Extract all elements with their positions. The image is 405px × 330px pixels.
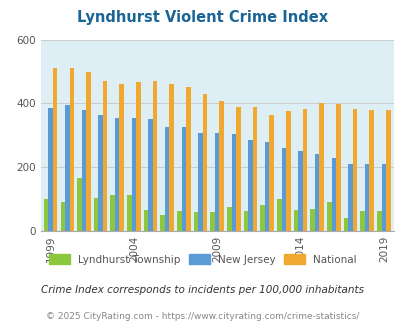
Bar: [302, 109, 307, 231]
Legend: Lyndhurst Township, New Jersey, National: Lyndhurst Township, New Jersey, National: [49, 254, 356, 265]
Bar: [53, 68, 57, 231]
Bar: [115, 118, 119, 231]
Bar: [143, 210, 148, 231]
Bar: [169, 83, 174, 231]
Bar: [77, 178, 81, 231]
Bar: [210, 212, 214, 231]
Bar: [260, 206, 264, 231]
Bar: [193, 212, 198, 231]
Bar: [298, 151, 302, 231]
Bar: [231, 134, 236, 231]
Bar: [160, 215, 164, 231]
Bar: [286, 111, 290, 231]
Text: © 2025 CityRating.com - https://www.cityrating.com/crime-statistics/: © 2025 CityRating.com - https://www.city…: [46, 312, 359, 321]
Bar: [69, 68, 74, 231]
Bar: [131, 118, 136, 231]
Bar: [181, 127, 185, 231]
Bar: [102, 81, 107, 231]
Bar: [110, 195, 115, 231]
Bar: [252, 107, 257, 231]
Bar: [185, 87, 190, 231]
Bar: [148, 119, 152, 231]
Bar: [86, 73, 90, 231]
Text: Lyndhurst Violent Crime Index: Lyndhurst Violent Crime Index: [77, 10, 328, 25]
Bar: [152, 81, 157, 231]
Bar: [347, 164, 352, 231]
Bar: [94, 197, 98, 231]
Bar: [369, 110, 373, 231]
Bar: [331, 158, 335, 231]
Bar: [48, 108, 53, 231]
Bar: [248, 140, 252, 231]
Bar: [236, 107, 240, 231]
Bar: [326, 202, 331, 231]
Bar: [281, 148, 286, 231]
Bar: [264, 142, 269, 231]
Bar: [60, 202, 65, 231]
Bar: [127, 195, 131, 231]
Bar: [119, 84, 124, 231]
Bar: [319, 103, 323, 231]
Bar: [81, 111, 86, 231]
Bar: [343, 217, 347, 231]
Bar: [385, 111, 390, 231]
Bar: [214, 133, 219, 231]
Bar: [243, 211, 248, 231]
Bar: [269, 115, 273, 231]
Bar: [164, 127, 169, 231]
Bar: [352, 109, 356, 231]
Bar: [226, 207, 231, 231]
Bar: [177, 211, 181, 231]
Bar: [381, 164, 385, 231]
Bar: [310, 209, 314, 231]
Bar: [65, 105, 69, 231]
Bar: [202, 94, 207, 231]
Bar: [314, 154, 319, 231]
Bar: [219, 102, 224, 231]
Bar: [277, 199, 281, 231]
Bar: [364, 164, 369, 231]
Bar: [293, 210, 298, 231]
Bar: [44, 199, 48, 231]
Text: Crime Index corresponds to incidents per 100,000 inhabitants: Crime Index corresponds to incidents per…: [41, 285, 364, 295]
Bar: [98, 115, 102, 231]
Bar: [376, 211, 381, 231]
Bar: [335, 104, 340, 231]
Bar: [198, 133, 202, 231]
Bar: [360, 211, 364, 231]
Bar: [136, 82, 140, 231]
